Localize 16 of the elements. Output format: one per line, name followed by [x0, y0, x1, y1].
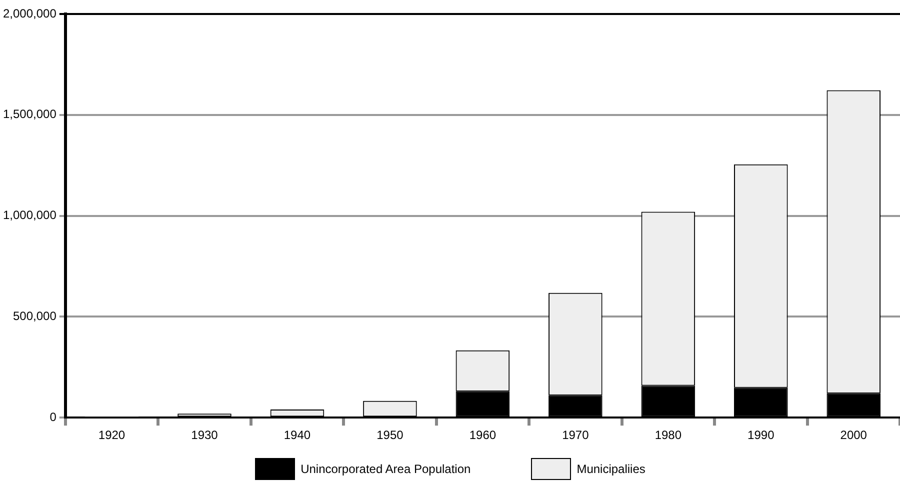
legend-label: Municipaliies [576, 462, 646, 476]
x-tick-label: 1970 [562, 428, 590, 442]
y-tick-label: 500,000 [12, 309, 57, 324]
x-tick-label: 1940 [284, 428, 311, 442]
y-tick-label: 2,000,000 [2, 6, 57, 20]
y-tick-label: 1,500,000 [2, 107, 57, 122]
x-tick-label: 1960 [469, 428, 496, 442]
legend-label: Unincorporated Area Population [300, 462, 471, 476]
x-tick-label: 1980 [654, 428, 682, 442]
y-tick-label: 1,000,000 [2, 208, 57, 222]
x-tick-label: 1950 [376, 428, 404, 442]
x-tick-label: 1930 [191, 428, 218, 442]
x-tick-label: 2000 [840, 428, 868, 442]
x-tick-label: 1920 [98, 428, 126, 442]
x-tick-label: 1990 [748, 428, 775, 442]
y-tick-label: 0 [50, 410, 57, 424]
